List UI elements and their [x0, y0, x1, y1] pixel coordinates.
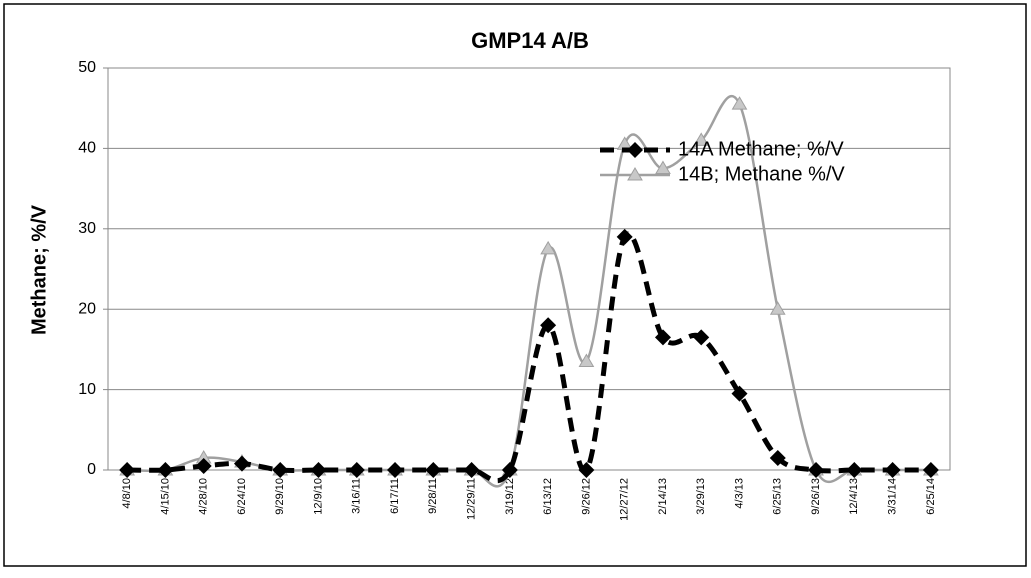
marker [922, 462, 939, 478]
marker [731, 385, 748, 402]
marker [348, 462, 365, 478]
marker [578, 353, 595, 367]
x-tick-label: 3/29/13 [695, 478, 707, 515]
x-tick-label: 6/25/13 [772, 478, 784, 515]
marker [540, 317, 557, 334]
x-tick-label: 3/31/14 [886, 478, 898, 515]
marker [157, 462, 174, 478]
marker [693, 329, 710, 346]
x-tick-label: 3/19/12 [504, 478, 516, 515]
y-tick-label: 0 [87, 461, 96, 478]
marker [501, 462, 518, 478]
x-tick-label: 9/28/11 [427, 478, 439, 514]
marker [310, 462, 327, 478]
marker [731, 96, 748, 110]
x-tick-label: 4/3/13 [733, 478, 745, 509]
x-tick-label: 6/17/11 [389, 478, 401, 514]
x-tick-label: 9/26/12 [580, 478, 592, 515]
marker [655, 160, 671, 174]
x-tick-label: 12/27/12 [619, 478, 631, 521]
marker [540, 240, 557, 255]
y-axis-label: Methane; %/V [28, 204, 50, 335]
marker [846, 462, 863, 478]
y-tick-label: 40 [78, 140, 96, 157]
legend-label: 14B; Methane %/V [678, 163, 845, 185]
x-tick-label: 12/29/11 [465, 478, 477, 520]
legend-label: 14A Methane; %/V [678, 138, 844, 160]
y-tick-label: 10 [78, 381, 96, 398]
x-tick-label: 6/25/14 [925, 478, 937, 515]
y-tick-label: 20 [78, 300, 96, 317]
marker [769, 301, 786, 315]
x-tick-label: 9/26/13 [810, 478, 822, 515]
marker [233, 455, 250, 472]
marker [119, 462, 136, 478]
marker [578, 462, 595, 478]
x-tick-label: 6/24/10 [236, 478, 248, 515]
marker [808, 462, 825, 478]
marker [616, 228, 633, 245]
x-tick-label: 9/29/10 [274, 478, 286, 515]
marker [884, 462, 901, 478]
x-tick-label: 2/14/13 [657, 478, 669, 515]
legend-marker [627, 167, 643, 181]
marker [272, 462, 289, 478]
x-tick-label: 6/13/12 [542, 478, 554, 515]
x-tick-label: 4/15/10 [159, 478, 171, 515]
marker [387, 462, 404, 478]
marker [693, 132, 710, 146]
marker [195, 457, 212, 474]
legend-marker [627, 142, 643, 158]
x-tick-label: 4/28/10 [198, 478, 210, 515]
marker [463, 462, 480, 478]
x-tick-label: 12/4/13 [848, 478, 860, 515]
x-tick-label: 12/9/10 [312, 478, 324, 515]
chart-title: GMP14 A/B [471, 28, 589, 53]
y-tick-label: 50 [78, 59, 96, 76]
x-tick-label: 3/16/11 [351, 478, 363, 514]
marker [654, 329, 671, 346]
marker [769, 449, 786, 466]
marker [425, 462, 442, 478]
y-tick-label: 30 [78, 220, 96, 237]
x-tick-label: 4/8/10 [121, 478, 133, 509]
